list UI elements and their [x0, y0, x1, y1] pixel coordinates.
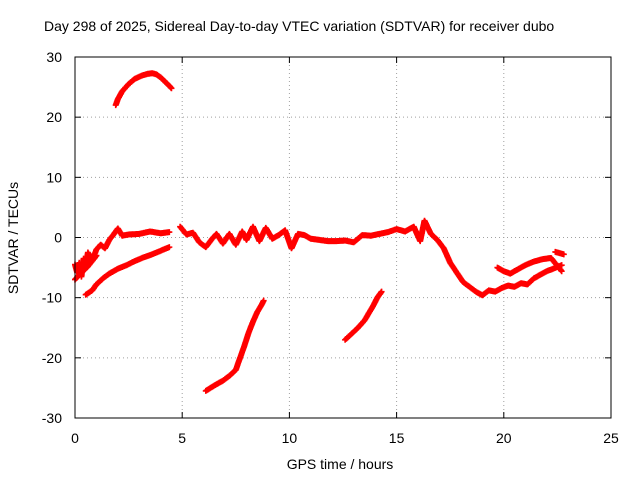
data-points [72, 70, 567, 394]
series-arc-8 [202, 297, 267, 394]
x-axis-label: GPS time / hours [287, 456, 394, 472]
x-tick-label: 10 [282, 430, 298, 446]
y-tick-label: 30 [46, 49, 62, 65]
data-point [260, 297, 267, 304]
axis-ticks: 0 5 10 15 20 25 -30 -20 -10 0 10 20 30 [42, 49, 619, 446]
series-arc-5 [177, 217, 565, 299]
data-point [560, 251, 567, 258]
series-arc-7 [552, 248, 567, 258]
y-tick-label: 0 [54, 230, 62, 246]
y-tick-label: -10 [42, 290, 62, 306]
y-tick-label: -20 [42, 350, 62, 366]
y-tick-label: -30 [42, 410, 62, 426]
series-arc-6 [494, 255, 565, 277]
x-tick-label: 0 [71, 430, 79, 446]
data-point [166, 229, 173, 236]
series-arc-1 [112, 70, 175, 109]
data-point [93, 252, 100, 259]
data-point [168, 85, 175, 92]
series-arc-4 [82, 244, 173, 298]
y-axis-label: SDTVAR / TECUs [5, 182, 21, 294]
x-tick-label: 5 [178, 430, 186, 446]
x-tick-label: 20 [496, 430, 512, 446]
x-tick-label: 15 [389, 430, 405, 446]
chart-title: Day 298 of 2025, Sidereal Day-to-day VTE… [44, 18, 554, 34]
y-tick-label: 10 [46, 169, 62, 185]
series-arc-9 [342, 288, 385, 343]
grid-lines [75, 57, 611, 418]
data-point [378, 288, 385, 295]
data-point [558, 268, 565, 275]
data-point [166, 244, 173, 251]
y-tick-label: 20 [46, 109, 62, 125]
x-tick-label: 25 [603, 430, 619, 446]
